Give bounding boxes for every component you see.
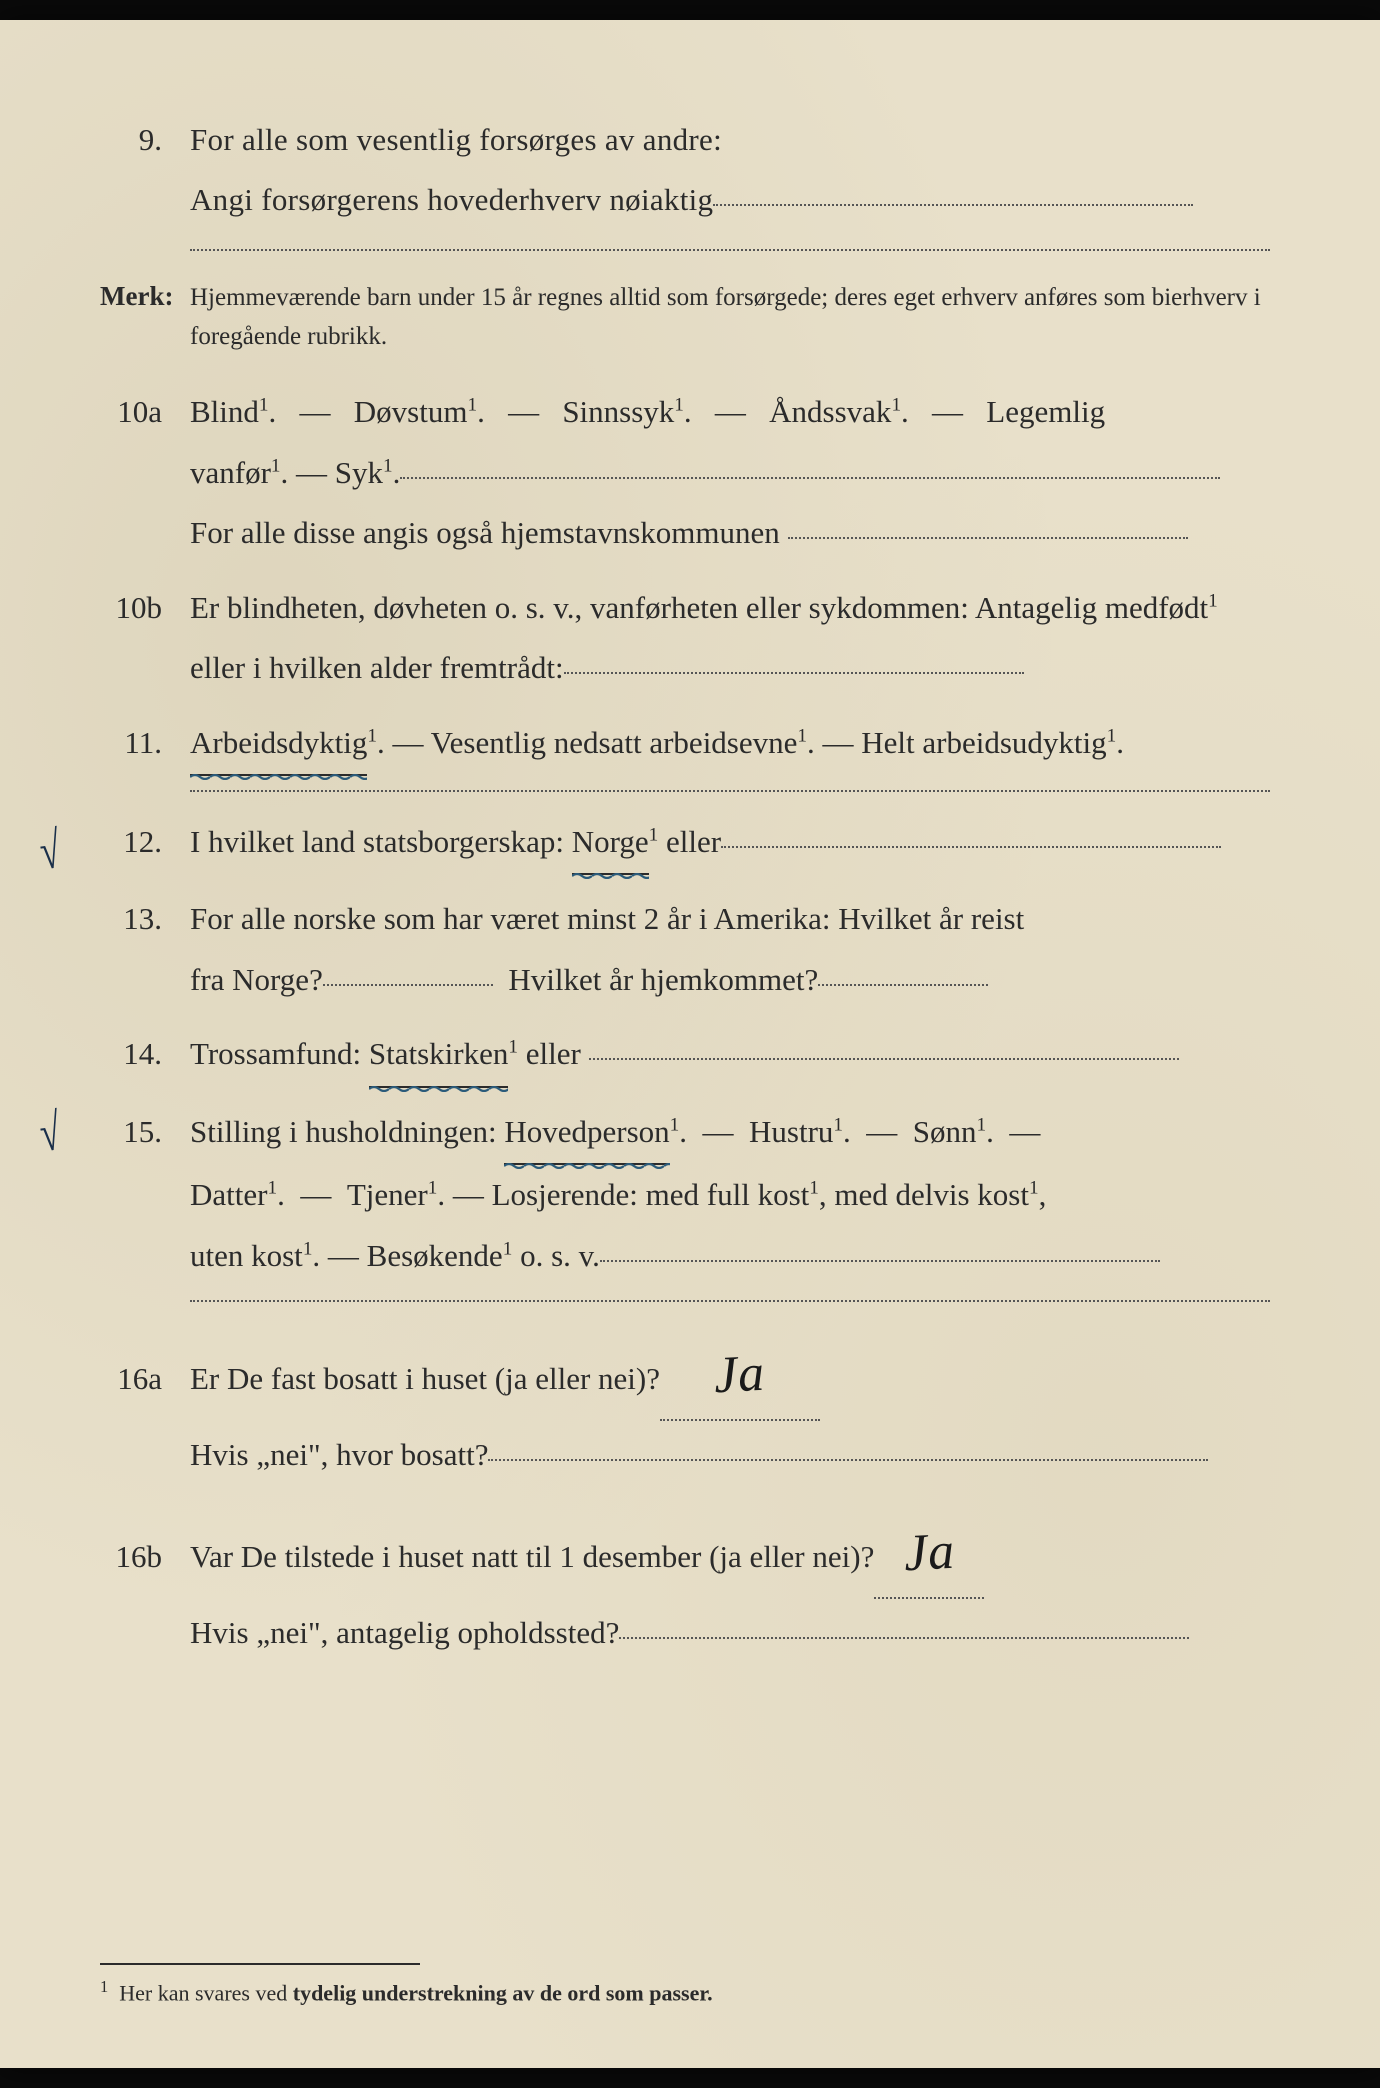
q16b-q: Var De tilstede i huset natt til 1 desem… xyxy=(190,1539,874,1574)
q16a-answer: Ja xyxy=(712,1323,768,1427)
footnote-a: Her kan svares ved xyxy=(119,1980,293,2005)
question-9: 9. For alle som vesentlig forsørges av a… xyxy=(100,110,1270,231)
q15-tjener: Tjener xyxy=(347,1177,428,1212)
merk-label: Merk: xyxy=(100,281,190,312)
q15-hovedperson: Hovedperson xyxy=(504,1102,669,1165)
q15-pre: Stilling i husholdningen: xyxy=(190,1114,504,1149)
q16b-answer-field[interactable]: Ja xyxy=(874,1496,984,1599)
question-16b: 16b Var De tilstede i huset natt til 1 d… xyxy=(100,1500,1270,1664)
q10b-blank[interactable] xyxy=(564,672,1024,674)
question-11: 11. Arbeidsdyktig1. — Vesentlig nedsatt … xyxy=(100,713,1270,776)
q16b-number: 16b xyxy=(100,1539,190,1575)
q9-line2: Angi forsørgerens hovederhverv nøiaktig xyxy=(190,182,713,217)
q10b-number: 10b xyxy=(100,590,190,626)
q9-blank[interactable] xyxy=(713,204,1193,206)
q10a-blank2[interactable] xyxy=(788,537,1188,539)
q16a-q: Er De fast bosatt i huset (ja eller nei)… xyxy=(190,1361,660,1396)
separator-15 xyxy=(190,1300,1270,1302)
q15-besok: . — Besøkende xyxy=(312,1238,502,1273)
question-16a: 16a Er De fast bosatt i huset (ja eller … xyxy=(100,1322,1270,1486)
q9-number: 9. xyxy=(100,122,190,158)
q10a-andssvak: Åndssvak xyxy=(769,394,891,429)
q13-number: 13. xyxy=(100,901,190,937)
q14-post: eller xyxy=(518,1036,581,1071)
q10a-dovstum: Døvstum xyxy=(354,394,468,429)
q12-norge: Norge xyxy=(572,812,649,875)
footnote-area: 1 Her kan svares ved tydelig understrekn… xyxy=(100,1963,1270,2006)
q10a-number: 10a xyxy=(100,394,190,430)
q12-number: 12. xyxy=(100,824,190,860)
q10a-line3: For alle disse angis også hjemstavnskomm… xyxy=(190,515,780,550)
q13-hjem: Hvilket år hjemkommet? xyxy=(508,962,818,997)
q16a-blank[interactable] xyxy=(488,1459,1208,1461)
q14-pre: Trossamfund: xyxy=(190,1036,369,1071)
checkmark-15: √ xyxy=(36,1103,64,1164)
q10b-tail: eller i hvilken alder fremtrådt: xyxy=(190,650,564,685)
q15-sonn: Sønn xyxy=(913,1114,977,1149)
checkmark-12: √ xyxy=(36,821,64,882)
q16b-blank[interactable] xyxy=(619,1637,1189,1639)
q15-osv: o. s. v. xyxy=(512,1238,600,1273)
q15-uten: uten kost xyxy=(190,1238,303,1273)
q10a-legemlig: Legemlig xyxy=(986,394,1105,429)
footnote-text: 1 Her kan svares ved tydelig understrekn… xyxy=(100,1977,1270,2006)
q15-losjerende: Losjerende: med full kost xyxy=(492,1177,810,1212)
q13-blank2[interactable] xyxy=(818,984,988,986)
q11-mid: . — Vesentlig nedsatt arbeidsevne xyxy=(377,725,797,760)
q14-blank[interactable] xyxy=(589,1058,1179,1060)
merk-text: Hjemmeværende barn under 15 år regnes al… xyxy=(190,279,1270,357)
question-13: 13. For alle norske som har været minst … xyxy=(100,889,1270,1010)
footnote-number: 1 xyxy=(100,1977,108,1996)
q10b-text: Er blindheten, døvheten o. s. v., vanfør… xyxy=(190,590,1208,625)
q13-fra: fra Norge? xyxy=(190,962,323,997)
q15-datter: Datter xyxy=(190,1177,267,1212)
q10a-vanfor: vanfør xyxy=(190,455,271,490)
q9-line1: For alle som vesentlig forsørges av andr… xyxy=(190,122,722,157)
footnote-b: tydelig understrekning av de ord som pas… xyxy=(293,1980,713,2005)
q13-line1: For alle norske som har været minst 2 år… xyxy=(190,901,1024,936)
question-10b: 10b Er blindheten, døvheten o. s. v., va… xyxy=(100,578,1270,699)
q10a-syk: Syk xyxy=(335,455,383,490)
q16a-answer-field[interactable]: Ja xyxy=(660,1318,820,1421)
q12-blank[interactable] xyxy=(721,846,1221,848)
footnote-rule xyxy=(100,1963,420,1965)
q10a-sinnssyk: Sinnssyk xyxy=(562,394,674,429)
q14-statskirken: Statskirken xyxy=(369,1024,509,1087)
merk-note: Merk: Hjemmeværende barn under 15 år reg… xyxy=(100,279,1270,357)
separator-11 xyxy=(190,790,1270,792)
q13-blank1[interactable] xyxy=(323,984,493,986)
separator-9 xyxy=(190,249,1270,251)
question-10a: 10a Blind1. — Døvstum1. — Sinnssyk1. — Å… xyxy=(100,382,1270,563)
q12-pre: I hvilket land statsborgerskap: xyxy=(190,824,572,859)
question-15: 15. Stilling i husholdningen: Hovedperso… xyxy=(100,1102,1270,1286)
q16a-number: 16a xyxy=(100,1361,190,1397)
q16b-hvis: Hvis „nei", antagelig opholdssted? xyxy=(190,1615,619,1650)
question-12: 12. I hvilket land statsborgerskap: Norg… xyxy=(100,812,1270,875)
q15-delvis: , med delvis kost xyxy=(819,1177,1029,1212)
q10a-blank1[interactable] xyxy=(400,477,1220,479)
census-form-page: √ √ 9. For alle som vesentlig forsørges … xyxy=(0,20,1380,2068)
q15-hustru: Hustru xyxy=(749,1114,833,1149)
q15-number: 15. xyxy=(100,1114,190,1150)
q12-post: eller xyxy=(658,824,721,859)
q11-helt: . — Helt arbeidsudyktig xyxy=(807,725,1107,760)
q14-number: 14. xyxy=(100,1036,190,1072)
question-14: 14. Trossamfund: Statskirken1 eller xyxy=(100,1024,1270,1087)
q11-arbeidsdyktig: Arbeidsdyktig xyxy=(190,713,367,776)
q10a-blind: Blind xyxy=(190,394,259,429)
q16a-hvis: Hvis „nei", hvor bosatt? xyxy=(190,1437,488,1472)
q16b-answer: Ja xyxy=(901,1501,957,1605)
q15-blank[interactable] xyxy=(600,1260,1160,1262)
q11-number: 11. xyxy=(100,725,190,761)
